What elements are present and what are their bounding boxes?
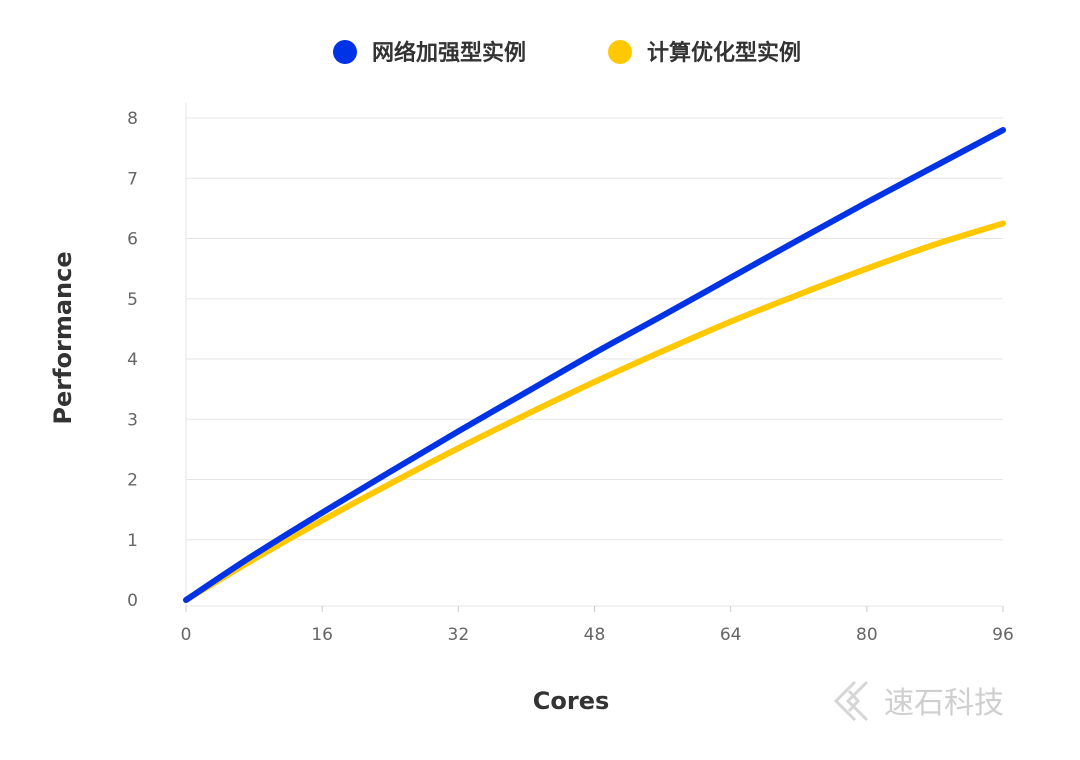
y-tick-label: 3 — [127, 410, 138, 430]
x-tick-label: 16 — [311, 625, 333, 645]
legend-marker-series-2 — [608, 40, 632, 64]
x-tick-label: 32 — [448, 625, 470, 645]
watermark: 速石科技 — [833, 680, 1004, 722]
watermark-text: 速石科技 — [884, 686, 1004, 721]
x-tick-label: 96 — [992, 625, 1014, 645]
y-tick-label: 4 — [127, 350, 138, 370]
y-axis-title: Performance — [49, 251, 77, 424]
y-tick-label: 8 — [127, 109, 138, 129]
y-tick-label: 2 — [127, 471, 138, 491]
x-tick-label: 64 — [720, 625, 742, 645]
y-tick-label: 5 — [127, 290, 138, 310]
y-tick-label: 6 — [127, 230, 138, 250]
y-tick-label: 7 — [127, 169, 138, 189]
watermark-logo-icon — [833, 680, 869, 722]
y-tick-label: 0 — [127, 591, 138, 611]
x-tick-label: 0 — [181, 625, 192, 645]
series-line-2 — [183, 220, 1006, 603]
y-tick-label: 1 — [127, 531, 138, 551]
x-tick-label: 48 — [584, 625, 606, 645]
x-tick-label: 80 — [856, 625, 878, 645]
legend-marker-series-1 — [333, 40, 357, 64]
x-axis-ticks: 0 16 32 48 64 80 96 — [181, 606, 1014, 645]
legend-label-series-2: 计算优化型实例 — [647, 40, 801, 66]
series-line-1 — [183, 127, 1006, 603]
y-axis-ticks: 0 1 2 3 4 5 6 7 8 — [127, 109, 138, 611]
legend: 网络加强型实例 计算优化型实例 — [333, 40, 801, 66]
series-lines — [183, 127, 1006, 603]
legend-label-series-1: 网络加强型实例 — [372, 40, 526, 66]
x-axis-title: Cores — [533, 687, 610, 715]
